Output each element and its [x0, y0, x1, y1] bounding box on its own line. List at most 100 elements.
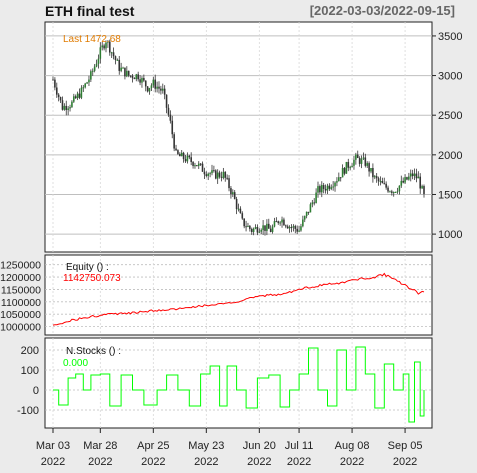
candle-body — [239, 208, 242, 214]
candle-body — [112, 52, 115, 57]
candle-body — [90, 71, 92, 80]
candle-body — [76, 93, 79, 99]
candle-body — [349, 167, 351, 169]
candle-body — [313, 202, 316, 204]
candle-body — [379, 180, 382, 182]
candle-body — [141, 78, 143, 83]
candle-body — [237, 208, 240, 210]
candle-body — [175, 148, 177, 151]
candle-body — [305, 211, 308, 217]
price-panel — [44, 21, 433, 253]
candle-body — [213, 170, 215, 172]
candle-body — [320, 185, 323, 193]
candle-body — [417, 176, 420, 179]
equity-tick-label: 1050000 — [0, 309, 41, 321]
candle-body — [336, 181, 338, 183]
candle-body — [224, 171, 227, 178]
candle-body — [372, 167, 374, 178]
candle-body — [353, 159, 355, 166]
price-tick-label: 2000 — [438, 150, 462, 162]
candle-body — [396, 191, 399, 193]
candle-body — [180, 152, 183, 157]
candle-body — [406, 177, 408, 180]
candle-body — [207, 173, 210, 176]
candle-body — [232, 192, 234, 195]
candle-body — [286, 226, 289, 229]
candle-body — [387, 187, 389, 192]
candle-body — [196, 165, 198, 167]
candle-body — [343, 167, 346, 174]
x-tick-label: Mar 03 — [36, 440, 70, 452]
candle-body — [300, 226, 302, 231]
candle-body — [389, 191, 391, 193]
equity-tick-label: 1200000 — [0, 272, 41, 284]
candle-body — [124, 67, 126, 77]
price-tick-label: 3000 — [438, 71, 462, 83]
candle-body — [73, 96, 75, 102]
last-price-label: Last 1472.68 — [63, 34, 121, 45]
candle-body — [309, 204, 312, 213]
candle-body — [163, 88, 166, 95]
nstocks-tick-label: 100 — [21, 365, 39, 377]
candle-body — [133, 78, 136, 80]
equity-label: Equity () : — [66, 262, 109, 273]
candle-body — [338, 177, 340, 182]
candle-body — [296, 228, 298, 232]
candle-body — [156, 86, 158, 89]
candle-body — [67, 108, 69, 110]
x-tick-year: 2022 — [340, 456, 364, 468]
candle-body — [84, 83, 86, 88]
candle-body — [190, 157, 192, 162]
candle-body — [269, 228, 272, 232]
equity-line — [52, 272, 425, 326]
x-tick-label: May 23 — [188, 440, 224, 452]
price-tick-label: 2500 — [438, 110, 462, 122]
x-tick-year: 2022 — [393, 456, 417, 468]
candle-body — [411, 173, 414, 177]
candle-body — [143, 78, 145, 81]
candle-body — [171, 120, 174, 135]
candle-body — [52, 79, 54, 81]
nstocks-label: N.Stocks () : — [66, 346, 121, 357]
candle-body — [392, 192, 395, 194]
x-tick-label: Jul 11 — [285, 440, 314, 452]
candle-body — [160, 88, 162, 91]
candle-body — [290, 227, 293, 229]
equity-tick-label: 1250000 — [0, 260, 41, 272]
candle-body — [205, 174, 208, 176]
candle-body — [302, 219, 304, 227]
candle-body — [383, 183, 386, 185]
candle-body — [105, 42, 107, 49]
nstocks-tick-label: -100 — [17, 405, 39, 417]
candle-body — [252, 228, 255, 232]
candle-body — [214, 170, 217, 179]
candle-body — [307, 211, 310, 213]
candle-body — [273, 221, 276, 227]
candle-body — [203, 171, 206, 175]
candle-body — [108, 41, 111, 53]
price-tick-label: 3500 — [438, 31, 462, 43]
candle-body — [199, 163, 202, 165]
equity-tick-label: 1100000 — [1, 297, 41, 309]
candle-body — [127, 70, 130, 76]
candle-body — [74, 96, 77, 99]
candle-body — [137, 74, 139, 80]
x-tick-year: 2022 — [287, 456, 311, 468]
candle-body — [311, 202, 314, 205]
candle-body — [146, 86, 149, 92]
candle-body — [262, 225, 264, 231]
candle-body — [192, 161, 194, 166]
candle-body — [88, 79, 90, 83]
candle-body — [139, 79, 141, 83]
equity-panel — [44, 254, 433, 336]
candle-body — [150, 85, 153, 88]
candle-body — [99, 47, 102, 59]
candle-body — [61, 100, 64, 110]
candle-body — [220, 176, 223, 178]
candle-body — [298, 230, 300, 232]
candle-body — [103, 45, 105, 49]
candle-body — [421, 186, 423, 189]
date-range: [2022-03-03/2022-09-15] — [309, 3, 455, 18]
candle-body — [294, 226, 297, 229]
